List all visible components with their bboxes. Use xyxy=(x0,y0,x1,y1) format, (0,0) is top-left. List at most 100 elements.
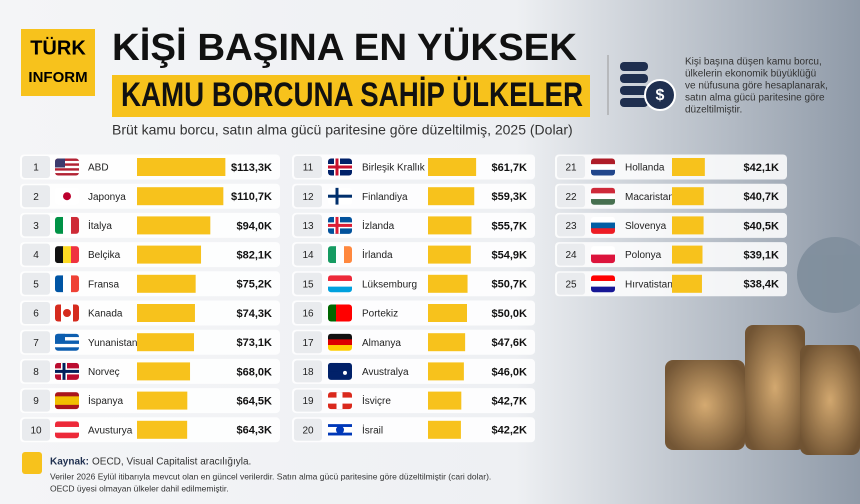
title-highlight xyxy=(112,75,590,117)
rank: 7 xyxy=(33,338,39,349)
value-label: $39,1K xyxy=(744,250,780,262)
rank-box xyxy=(294,331,322,354)
flag-stripe xyxy=(591,158,615,165)
country-name: İspanya xyxy=(88,394,123,407)
rank: 20 xyxy=(302,425,314,436)
value-label: $59,3K xyxy=(492,191,528,203)
rank: 22 xyxy=(565,192,577,203)
bar xyxy=(137,245,202,264)
flag-stripe xyxy=(55,165,79,169)
subtitle: Brüt kamu borcu, satın alma gücü parites… xyxy=(112,122,573,138)
flag-body xyxy=(591,216,615,234)
bar xyxy=(428,245,471,264)
flag xyxy=(591,216,615,234)
row-background xyxy=(292,242,535,268)
value-label: $38,4K xyxy=(744,279,780,291)
description: Kişi başına düşen kamu borcu, xyxy=(685,57,822,68)
rank: 15 xyxy=(302,279,314,290)
bar xyxy=(672,187,704,206)
value-label: $73,1K xyxy=(237,337,273,349)
flag-stripe xyxy=(328,339,352,346)
flag-stripe xyxy=(328,333,352,340)
bar xyxy=(428,420,461,439)
flag-stripe xyxy=(55,216,64,234)
rank-box xyxy=(22,156,50,178)
country-name: Hırvatistan xyxy=(625,279,673,290)
flag xyxy=(328,421,352,439)
flag-cross xyxy=(328,194,352,198)
value-label: $42,7K xyxy=(492,396,528,408)
flag xyxy=(328,187,352,205)
flag-stripe xyxy=(591,169,615,176)
flag xyxy=(328,158,352,176)
source: OECD, Visual Capitalist aracılığıyla. xyxy=(92,457,251,468)
flag xyxy=(591,187,615,205)
flag-body xyxy=(328,275,352,293)
flag-stripe xyxy=(55,168,79,171)
bar xyxy=(137,158,226,176)
value-label: $46,0K xyxy=(492,366,528,378)
description: satın alma gücü paritesine göre xyxy=(685,93,825,104)
row-background xyxy=(292,300,535,326)
flag-stripe xyxy=(336,304,345,322)
row-background xyxy=(292,358,535,384)
country-name: Avustralya xyxy=(362,367,409,378)
flag-stripe xyxy=(591,164,615,171)
flag-stripe xyxy=(55,404,79,410)
country-name: Belçika xyxy=(88,250,121,261)
country-name: İsviçre xyxy=(362,394,391,407)
country-name: Birleşik Krallık xyxy=(362,163,426,174)
flag-body xyxy=(591,275,615,293)
rank: 18 xyxy=(302,367,314,378)
flag-stripe xyxy=(591,280,615,287)
rank-box xyxy=(557,214,585,237)
flag xyxy=(55,421,79,439)
flag-canton xyxy=(55,158,65,168)
note: OECD üyesi olmayan ülkeler dahil edilmem… xyxy=(50,483,229,493)
rank: 5 xyxy=(33,279,39,290)
country-name: Japonya xyxy=(88,192,126,203)
flag-stripe xyxy=(73,304,79,322)
flag-stripe xyxy=(591,216,615,223)
flag xyxy=(328,275,352,293)
bar xyxy=(428,187,475,206)
flag-stripe xyxy=(591,193,615,200)
country-name: Lüksemburg xyxy=(362,279,417,290)
source-icon xyxy=(22,452,42,474)
flag-stripe xyxy=(55,333,79,338)
country-name: Almanya xyxy=(362,338,401,349)
rank-box xyxy=(294,243,322,266)
rank-box xyxy=(22,214,50,237)
rank-box xyxy=(294,302,322,324)
rank: 19 xyxy=(302,396,314,407)
rank-box xyxy=(22,272,50,295)
flag-body xyxy=(328,421,352,439)
flag-emblem xyxy=(63,192,71,201)
description: ve nüfusuna göre hesaplanarak, xyxy=(685,81,828,92)
country-name: İzlanda xyxy=(362,219,395,232)
country-name: Portekiz xyxy=(362,309,398,320)
bar xyxy=(672,274,702,293)
country-name: Macaristan xyxy=(625,192,674,203)
flag-stripe xyxy=(591,187,615,194)
flag-stripe xyxy=(328,286,352,293)
flag-body xyxy=(55,187,79,205)
value-label: $47,6K xyxy=(492,337,528,349)
rank-box xyxy=(294,360,322,383)
flag xyxy=(591,158,615,176)
value-label: $42,2K xyxy=(492,425,528,437)
flag-body xyxy=(55,304,79,322)
rank-box xyxy=(294,185,322,208)
flag-stripe xyxy=(55,347,79,351)
rank-box xyxy=(557,156,585,178)
flag-body xyxy=(328,392,352,410)
value-label: $64,5K xyxy=(237,396,273,408)
flag xyxy=(328,216,352,234)
title: KİŞİ BAŞINA EN YÜKSEK xyxy=(112,26,578,69)
flag-cross xyxy=(55,369,79,373)
flag-stripe xyxy=(591,199,615,205)
note: Veriler 2026 Eylül itibarıyla mevcut ola… xyxy=(50,471,491,481)
flag-body xyxy=(328,246,352,264)
flag-stripe xyxy=(55,396,79,401)
bar xyxy=(428,274,468,293)
